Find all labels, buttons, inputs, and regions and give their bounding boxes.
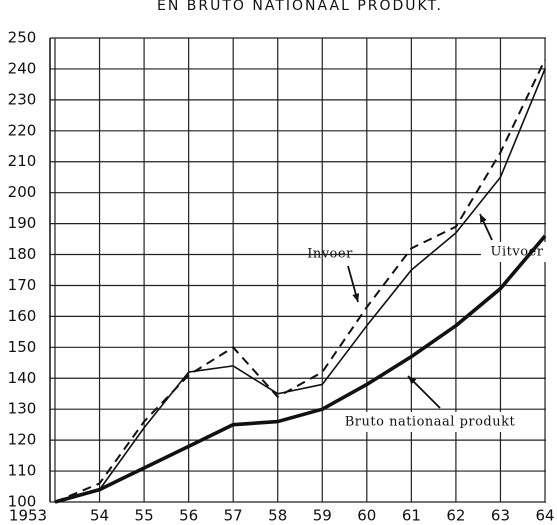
x-tick-label: 64	[535, 507, 554, 525]
x-tick-label: 55	[135, 507, 154, 525]
x-tick-label: 61	[402, 507, 421, 525]
x-tick-label: 57	[224, 507, 243, 525]
chart-title: EN BRUTO NATIONAAL PRODUKT.	[157, 0, 443, 14]
arrow-head	[408, 376, 417, 385]
arrow-head	[352, 293, 360, 302]
y-tick-label: 190	[8, 214, 37, 232]
y-tick-label: 220	[8, 121, 37, 139]
series-line	[54, 234, 547, 504]
x-tick-label: 58	[268, 507, 287, 525]
y-tick-label: 200	[8, 183, 37, 201]
x-tick-label: 60	[357, 507, 376, 525]
y-tick-label: 130	[8, 400, 37, 418]
y-tick-label: 240	[8, 59, 37, 77]
series-line	[54, 59, 546, 503]
y-tick-label: 170	[8, 276, 37, 294]
series-line	[54, 68, 546, 503]
x-tick-label: 1953	[9, 507, 47, 525]
y-tick-label: 210	[8, 152, 37, 170]
y-tick-label: 110	[8, 462, 37, 480]
x-tick-label: 59	[313, 507, 332, 525]
y-tick-label: 100	[8, 493, 37, 511]
y-tick-label: 160	[8, 307, 37, 325]
x-tick-label: 54	[90, 507, 109, 525]
y-tick-label: 140	[8, 369, 37, 387]
y-tick-label: 120	[8, 431, 37, 449]
y-tick-label: 150	[8, 338, 37, 356]
y-tick-label: 230	[8, 90, 37, 108]
x-tick-label: 56	[179, 507, 198, 525]
x-tick-label: 63	[491, 507, 510, 525]
arrow-head	[480, 214, 487, 223]
y-tick-label: 180	[8, 245, 37, 263]
series-label: Invoer	[307, 247, 353, 262]
series-label: Bruto nationaal produkt	[345, 415, 516, 430]
x-tick-label: 62	[446, 507, 465, 525]
y-tick-label: 250	[8, 29, 37, 47]
label-background	[325, 412, 535, 432]
